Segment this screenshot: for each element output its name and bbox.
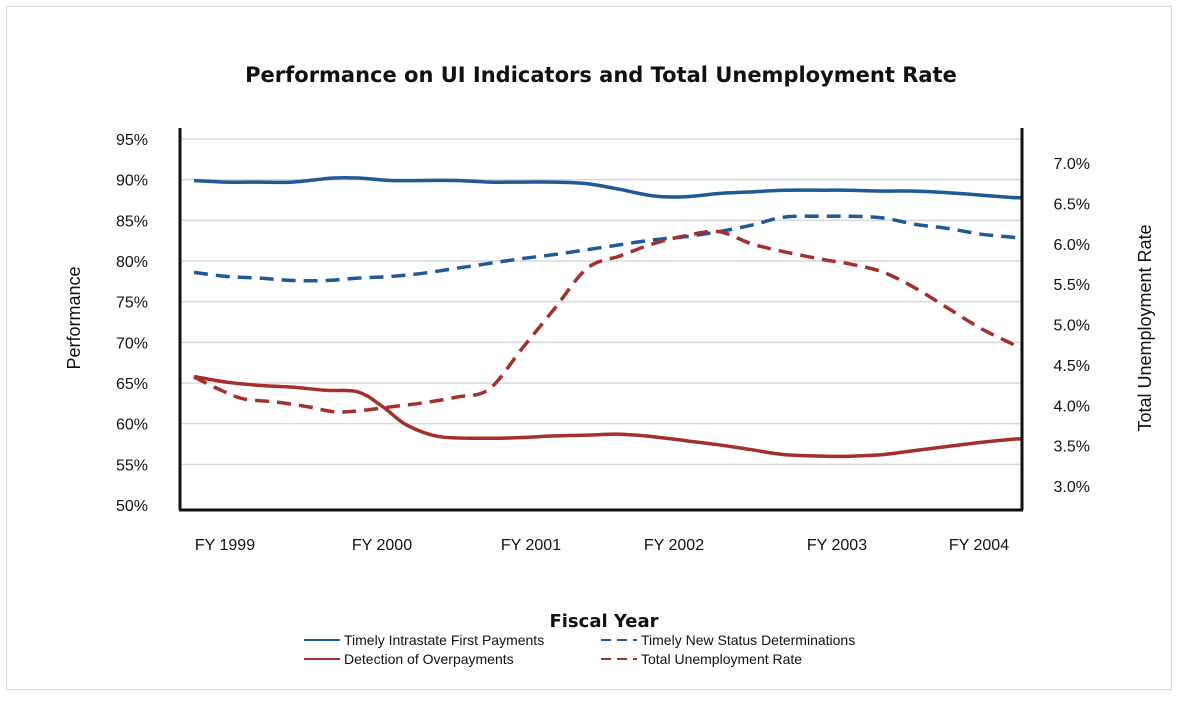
- x-axis-ticks: FY 1999 FY 2000 FY 2001 FY 2002 FY 2003 FY 20…: [195, 537, 1009, 554]
- y-tick-label: 90%: [116, 173, 148, 190]
- y-tick-label: 95%: [116, 132, 148, 149]
- y-tick-label: 75%: [116, 295, 148, 312]
- x-tick-label: FY 2000: [352, 537, 412, 554]
- x-tick-label: FY 2004: [949, 537, 1009, 554]
- y-tick-label: 50%: [116, 498, 148, 515]
- legend-label: Timely Intrastate First Payments: [344, 632, 544, 648]
- x-tick-label: FY 2001: [501, 537, 561, 554]
- y2-tick-label: 5.0%: [1054, 318, 1090, 335]
- y2-tick-label: 6.0%: [1054, 237, 1090, 254]
- y2-tick-label: 5.5%: [1054, 277, 1090, 294]
- series-group: [193, 175, 1023, 459]
- x-tick-label: FY 2002: [644, 537, 704, 554]
- x-tick-label: FY 2003: [807, 537, 867, 554]
- series-line-3: [193, 374, 1023, 459]
- series-line-4: [193, 229, 1023, 414]
- y2-tick-label: 7.0%: [1054, 156, 1090, 173]
- chart-frame: Performance on UI Indicators and Total U…: [6, 6, 1172, 690]
- y-tick-label: 65%: [116, 376, 148, 393]
- x-tick-label: FY 1999: [195, 537, 255, 554]
- y2-tick-label: 4.0%: [1054, 398, 1090, 415]
- legend: Timely Intrastate First Payments Timely N…: [304, 632, 855, 667]
- legend-label: Total Unemployment Rate: [641, 651, 802, 667]
- grid-lines: [180, 138, 1022, 466]
- left-axis-ticks: 50% 55% 60% 65% 70% 75% 80% 85% 90% 95%: [116, 132, 148, 515]
- chart: Performance on UI Indicators and Total U…: [64, 63, 1155, 667]
- y2-tick-label: 3.0%: [1054, 479, 1090, 496]
- y-tick-label: 60%: [116, 417, 148, 434]
- right-axis-ticks: 3.0% 3.5% 4.0% 4.5% 5.0% 5.5% 6.0% 6.5% 7.0%: [1054, 156, 1090, 496]
- chart-title: Performance on UI Indicators and Total U…: [245, 63, 957, 87]
- y-tick-label: 85%: [116, 213, 148, 230]
- legend-label: Detection of Overpayments: [344, 651, 514, 667]
- series-line-1: [193, 175, 1023, 200]
- y-axis-label: Performance: [64, 266, 84, 369]
- y-tick-label: 80%: [116, 254, 148, 271]
- y2-tick-label: 4.5%: [1054, 358, 1090, 375]
- x-axis-title: Fiscal Year: [549, 611, 658, 632]
- y2-tick-label: 3.5%: [1054, 439, 1090, 456]
- legend-label: Timely New Status Determinations: [641, 632, 855, 648]
- y-tick-label: 55%: [116, 457, 148, 474]
- y2-axis-label: Total Unemployment Rate: [1135, 224, 1155, 431]
- series-line-2: [193, 214, 1023, 283]
- y-tick-label: 70%: [116, 335, 148, 352]
- y2-tick-label: 6.5%: [1054, 196, 1090, 213]
